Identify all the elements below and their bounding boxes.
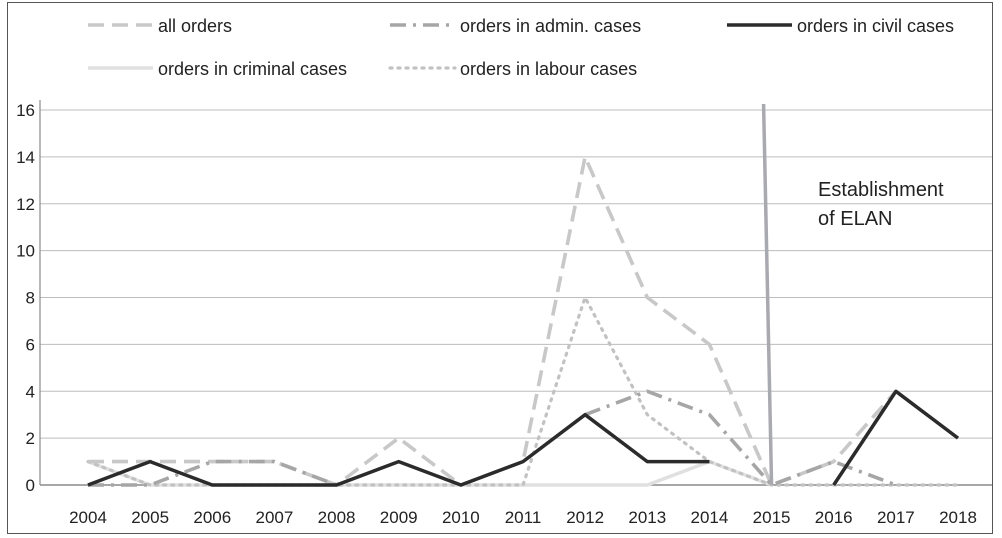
y-tick-label: 8 [26,289,35,308]
elan-marker-line [761,103,774,486]
series-line-4 [86,295,960,487]
x-tick-label: 2009 [380,508,418,527]
series-lines [86,155,960,487]
y-tick-label: 10 [16,242,35,261]
x-tick-label: 2006 [193,508,231,527]
x-tick-label: 2017 [877,508,915,527]
x-tick-label: 2013 [628,508,666,527]
grid-lines [39,100,992,486]
legend-label: orders in civil cases [797,16,954,36]
legend: all orders orders in admin. cases orders i… [88,16,954,79]
x-tick-label: 2011 [505,508,542,527]
x-tick-label: 2012 [566,508,604,527]
x-tick-label: 2018 [939,508,977,527]
x-tick-label: 2008 [318,508,356,527]
y-axis-ticks: 0 2 4 6 8 10 12 14 16 [16,101,35,495]
x-tick-label: 2005 [131,508,169,527]
y-tick-label: 0 [26,476,35,495]
legend-label: orders in labour cases [460,59,637,79]
legend-label: all orders [158,16,232,36]
x-axis-ticks: 2004 2005 2006 2007 2008 2009 2010 2011 2012 2013… [69,508,977,527]
x-tick-label: 2007 [256,508,294,527]
x-tick-label: 2016 [815,508,853,527]
annotation-line-2: of ELAN [818,208,892,230]
chart-frame [7,2,993,534]
x-tick-label: 2004 [69,508,107,527]
x-tick-label: 2014 [691,508,729,527]
y-tick-label: 2 [26,429,35,448]
annotation-line-1: Establishment [818,179,944,201]
legend-label: orders in admin. cases [460,16,641,36]
x-tick-label: 2010 [442,508,480,527]
y-tick-label: 4 [26,382,35,401]
x-tick-label: 2015 [753,508,791,527]
elan-marker [761,103,774,486]
y-tick-label: 12 [16,195,35,214]
series-line-1 [88,389,897,487]
y-tick-label: 16 [16,101,35,120]
y-tick-label: 6 [26,335,35,354]
series-line-0 [88,155,898,487]
series-line-2 [87,389,960,487]
y-tick-label: 14 [16,148,35,167]
legend-label: orders in criminal cases [158,59,347,79]
